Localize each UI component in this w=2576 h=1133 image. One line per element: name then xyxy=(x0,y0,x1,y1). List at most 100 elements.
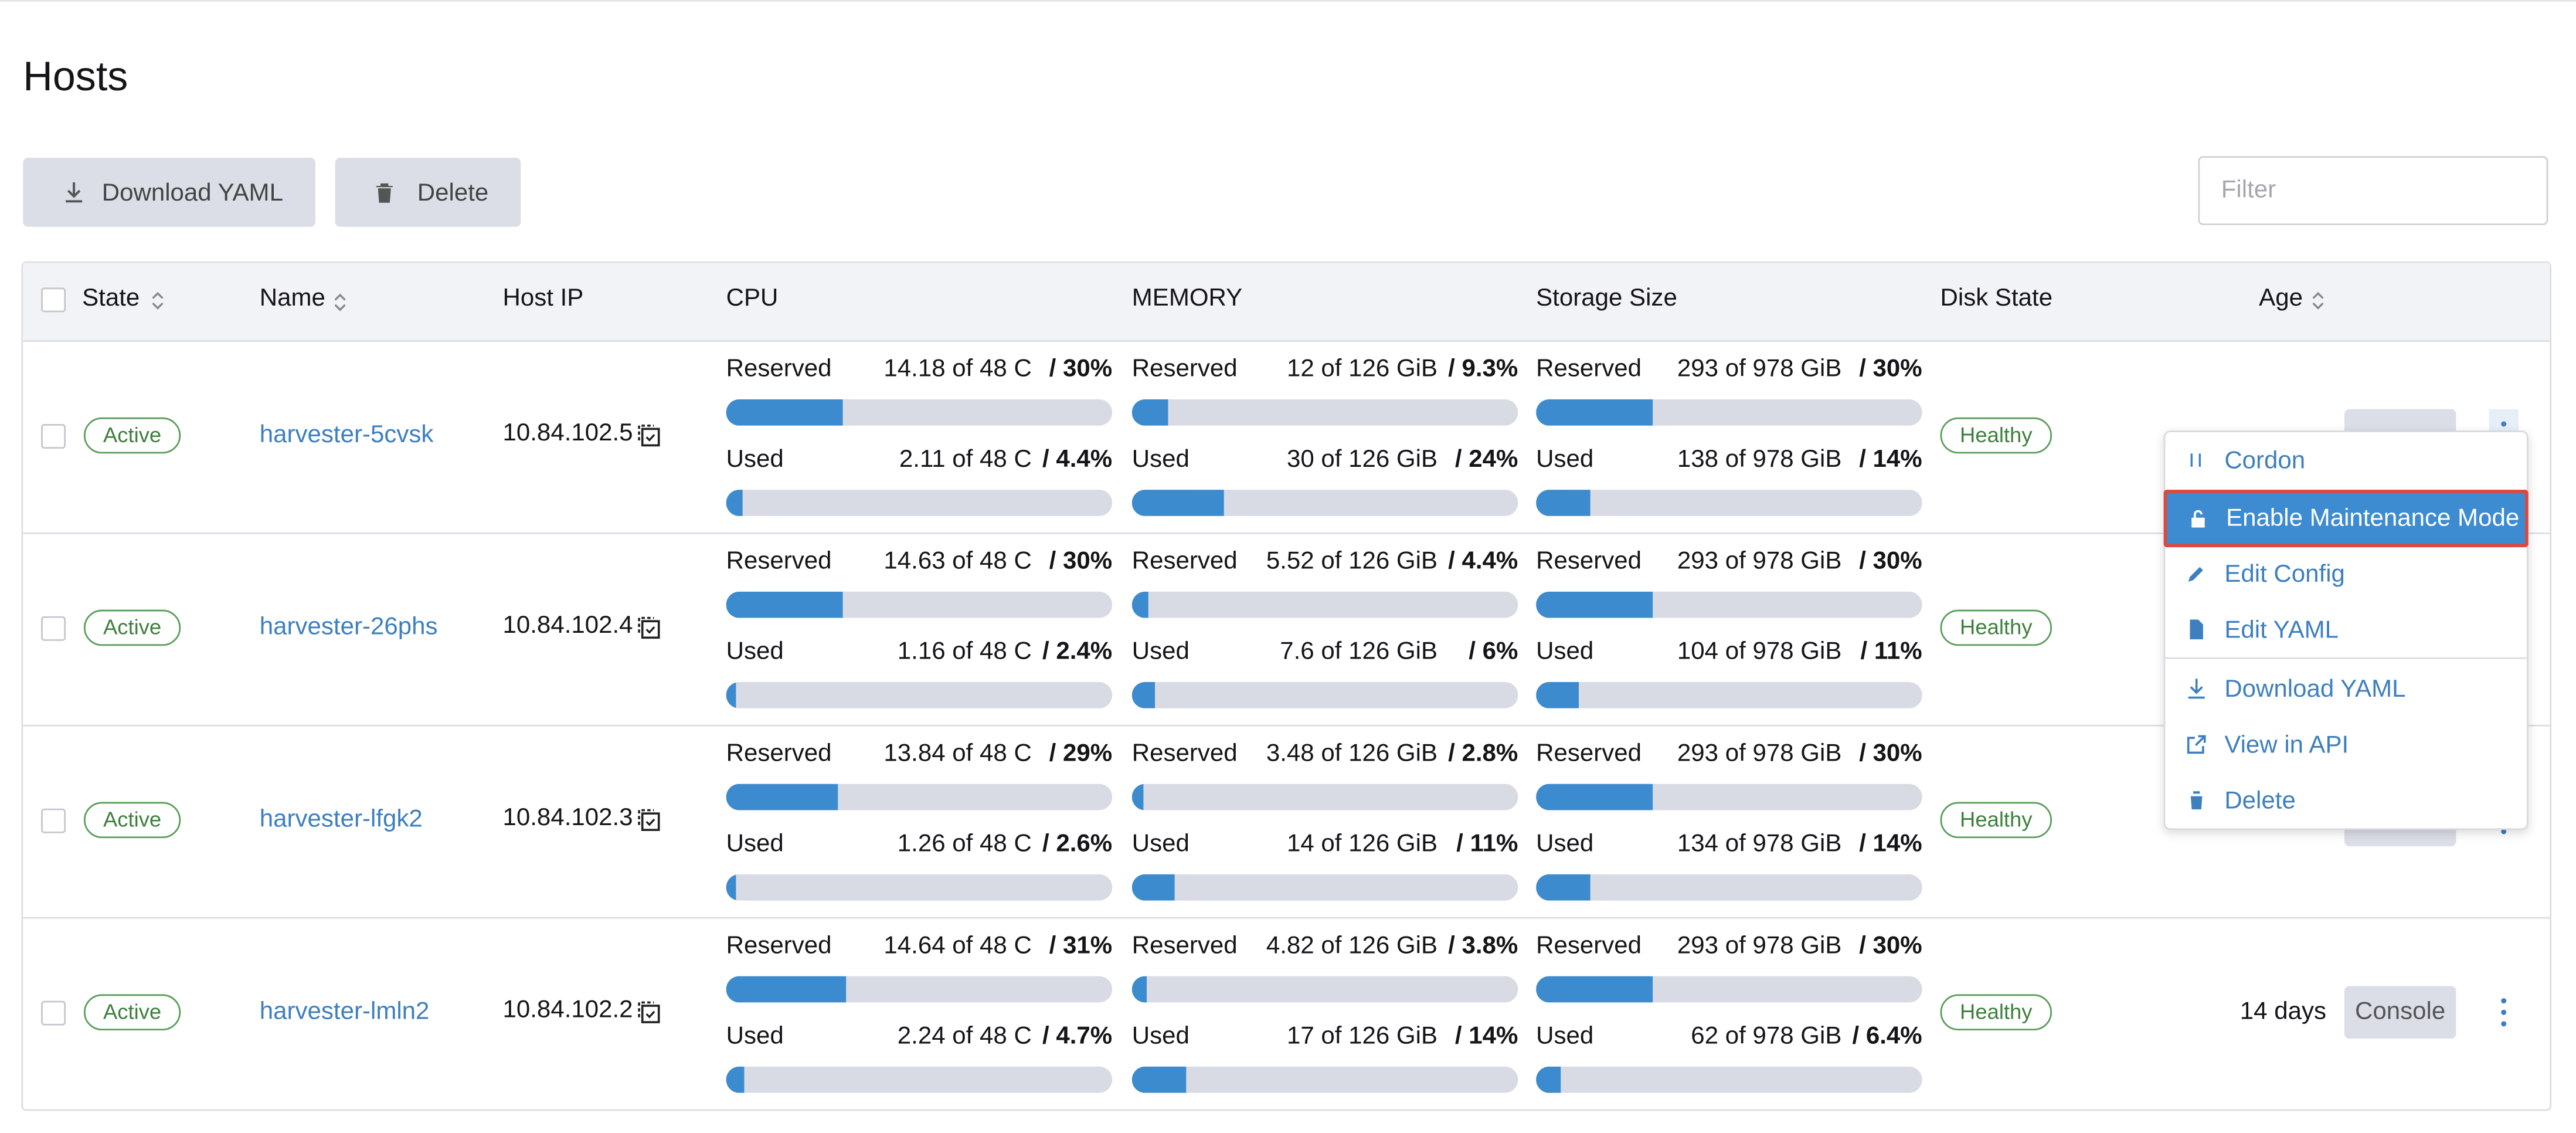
state-badge: Active xyxy=(83,802,181,839)
host-ip: 10.84.102.3 xyxy=(502,803,633,832)
usage-bar xyxy=(1536,1066,1922,1093)
menu-item[interactable]: View in API xyxy=(2165,718,2527,771)
metric-amount: 293 of 978 GiB xyxy=(1677,547,1842,575)
metric-amount: 3.48 of 126 GiB xyxy=(1266,739,1438,768)
sort-icon[interactable] xyxy=(151,289,164,310)
column-header[interactable]: State xyxy=(82,284,140,313)
metric-percent: / 14% xyxy=(1859,830,1922,858)
usage-bar xyxy=(1131,874,1518,901)
metric-amount: 14 of 126 GiB xyxy=(1286,830,1438,858)
usage-fill xyxy=(1131,976,1147,1003)
kebab-menu[interactable] xyxy=(2489,986,2518,1039)
copy-icon[interactable] xyxy=(635,615,662,641)
delete-label: Delete xyxy=(417,178,489,206)
disk-badge: Healthy xyxy=(1940,994,2052,1031)
copy-icon[interactable] xyxy=(635,422,662,449)
usage-fill xyxy=(726,399,842,426)
metric-label: Used xyxy=(726,830,784,858)
menu-item[interactable]: Cordon xyxy=(2165,434,2527,487)
metric-amount: 13.84 of 48 C xyxy=(883,739,1032,768)
metric-label: Reserved xyxy=(726,739,832,768)
usage-bar xyxy=(726,591,1113,618)
usage-bar xyxy=(726,874,1113,901)
usage-bar xyxy=(726,399,1113,426)
download-yaml-button[interactable]: Download YAML xyxy=(23,158,316,227)
menu-item-label: Delete xyxy=(2224,786,2296,815)
metric-label: Used xyxy=(726,637,784,666)
usage-fill xyxy=(1536,591,1652,618)
metric-amount: 2.24 of 48 C xyxy=(897,1022,1032,1050)
sort-icon[interactable] xyxy=(2312,289,2324,310)
menu-item[interactable]: Delete xyxy=(2165,774,2527,827)
menu-item-label: Edit Config xyxy=(2224,559,2345,588)
checkbox[interactable] xyxy=(41,1000,66,1026)
host-ip: 10.84.102.5 xyxy=(502,419,633,447)
trash-icon xyxy=(376,182,393,202)
usage-bar xyxy=(1536,874,1922,901)
host-name[interactable]: harvester-26phs xyxy=(259,613,438,641)
metric-amount: 14.18 of 48 C xyxy=(883,355,1032,383)
copy-icon[interactable] xyxy=(635,999,662,1026)
metric-label: Used xyxy=(1131,1022,1190,1050)
metric-percent: / 14% xyxy=(1859,445,1922,474)
usage-fill xyxy=(1131,681,1156,708)
column-header: Disk State xyxy=(1940,284,2053,313)
row-divider xyxy=(23,532,2550,534)
sort-icon[interactable] xyxy=(334,291,346,311)
metric-percent: / 11% xyxy=(1456,830,1518,858)
column-header[interactable]: Name xyxy=(259,284,325,313)
menu-item[interactable]: Enable Maintenance Mode xyxy=(2163,490,2529,548)
menu-item[interactable]: Download YAML xyxy=(2165,662,2527,715)
metric-amount: 12 of 126 GiB xyxy=(1286,355,1438,383)
usage-bar xyxy=(1131,783,1518,810)
usage-bar xyxy=(1536,490,1922,516)
host-name[interactable]: harvester-lfgk2 xyxy=(259,805,423,833)
checkbox[interactable] xyxy=(41,423,66,449)
column-header[interactable]: Age xyxy=(2259,284,2303,313)
checkbox[interactable] xyxy=(41,287,66,313)
usage-bar xyxy=(1536,783,1922,810)
metric-percent: / 6% xyxy=(1469,637,1518,666)
metric-label: Reserved xyxy=(1131,547,1238,575)
metric-percent: / 29% xyxy=(1049,739,1113,768)
filter-input[interactable]: Filter xyxy=(2198,156,2548,225)
metric-amount: 293 of 978 GiB xyxy=(1677,931,1842,960)
disk-badge: Healthy xyxy=(1940,609,2052,646)
usage-fill xyxy=(1131,490,1225,516)
metric-label: Used xyxy=(1536,1022,1594,1050)
host-name[interactable]: harvester-lmln2 xyxy=(259,997,430,1026)
console-button[interactable]: Console xyxy=(2344,986,2456,1039)
usage-bar xyxy=(726,1066,1113,1093)
copy-icon[interactable] xyxy=(635,807,662,833)
download-yaml-label: Download YAML xyxy=(101,178,283,206)
metric-label: Reserved xyxy=(726,931,832,960)
metric-amount: 293 of 978 GiB xyxy=(1677,739,1842,768)
metric-percent: / 2.4% xyxy=(1042,637,1113,666)
usage-fill xyxy=(1536,490,1591,516)
usage-bar xyxy=(726,490,1113,516)
age: 14 days xyxy=(2239,997,2327,1026)
usage-fill xyxy=(726,874,736,901)
menu-item[interactable]: Edit Config xyxy=(2165,547,2527,600)
metric-amount: 7.6 of 126 GiB xyxy=(1280,637,1438,666)
metric-label: Used xyxy=(726,1022,784,1050)
metric-percent: / 30% xyxy=(1859,355,1922,383)
usage-fill xyxy=(726,976,846,1003)
usage-fill xyxy=(1131,1066,1186,1093)
usage-fill xyxy=(1536,874,1591,901)
usage-bar xyxy=(726,783,1113,810)
metric-percent: / 30% xyxy=(1859,547,1922,575)
usage-fill xyxy=(1536,1066,1561,1093)
metric-amount: 2.11 of 48 C xyxy=(899,445,1032,474)
metric-label: Reserved xyxy=(726,355,832,383)
menu-item[interactable]: Edit YAML xyxy=(2165,603,2527,656)
metric-amount: 14.63 of 48 C xyxy=(883,547,1032,575)
menu-item-label: Enable Maintenance Mode xyxy=(2226,504,2520,532)
host-name[interactable]: harvester-5cvsk xyxy=(259,420,434,449)
checkbox[interactable] xyxy=(41,616,66,641)
usage-fill xyxy=(726,1066,745,1093)
metric-percent: / 2.6% xyxy=(1042,830,1113,858)
delete-button[interactable]: Delete xyxy=(335,158,521,227)
checkbox[interactable] xyxy=(41,808,66,833)
usage-fill xyxy=(1536,976,1652,1003)
